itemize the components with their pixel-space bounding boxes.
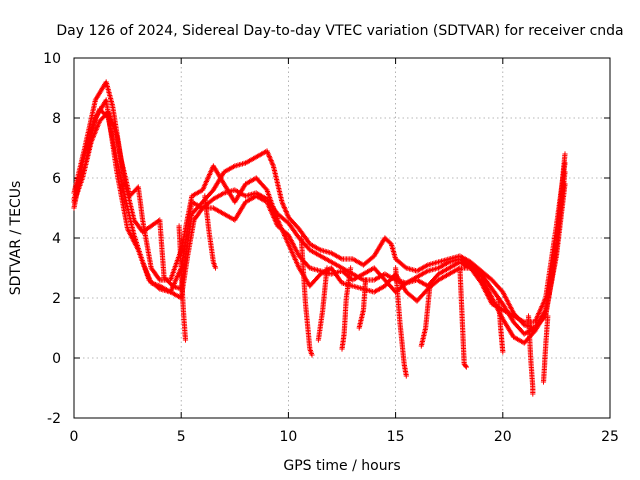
y-tick-label: 2 [52, 291, 61, 307]
x-tick-label: 25 [601, 429, 619, 445]
axis-ticks: 0 5 10 15 20 25 -2 0 2 4 6 8 10 [43, 51, 619, 445]
data-series-dropout-10 [495, 295, 506, 355]
plus-markers [457, 265, 469, 370]
y-tick-label: 4 [52, 231, 61, 247]
plus-markers [356, 277, 369, 331]
y-tick-label: 10 [43, 51, 61, 67]
y-axis-label: SDTVAR / TECUs [8, 181, 24, 296]
x-tick-label: 15 [387, 429, 405, 445]
data-series-dropout-11 [525, 313, 536, 397]
data-series-dropout-8 [418, 283, 433, 349]
data-series-dropout-4 [315, 265, 330, 343]
data-series-dropout-3 [298, 235, 315, 358]
plus-markers [202, 193, 219, 271]
y-tick-label: 0 [52, 351, 61, 367]
data-points [71, 79, 568, 397]
x-tick-label: 5 [177, 429, 186, 445]
plus-markers [298, 235, 315, 358]
chart-title: Day 126 of 2024, Sidereal Day-to-day VTE… [56, 23, 623, 39]
x-tick-label: 20 [494, 429, 512, 445]
y-tick-label: -2 [47, 411, 61, 427]
plus-markers [418, 283, 433, 349]
data-series-dropout-2 [202, 193, 219, 271]
x-tick-label: 10 [279, 429, 297, 445]
data-series-dropout-1 [176, 223, 189, 343]
data-series-dropout-6 [356, 277, 369, 331]
data-series-dropout-5 [339, 265, 354, 352]
y-tick-label: 6 [52, 171, 61, 187]
plus-markers [393, 265, 409, 379]
plus-markers [525, 313, 536, 397]
data-series-dropout-9 [457, 265, 469, 370]
data-series-dropout-7 [393, 265, 409, 379]
plus-markers [495, 295, 506, 355]
y-tick-label: 8 [52, 111, 61, 127]
plus-markers [339, 265, 354, 352]
plus-markers [540, 313, 551, 385]
plus-markers [315, 265, 330, 343]
x-tick-label: 0 [70, 429, 79, 445]
plus-markers [176, 223, 189, 343]
x-axis-label: GPS time / hours [283, 458, 400, 474]
data-series-dropout-12 [540, 313, 551, 385]
